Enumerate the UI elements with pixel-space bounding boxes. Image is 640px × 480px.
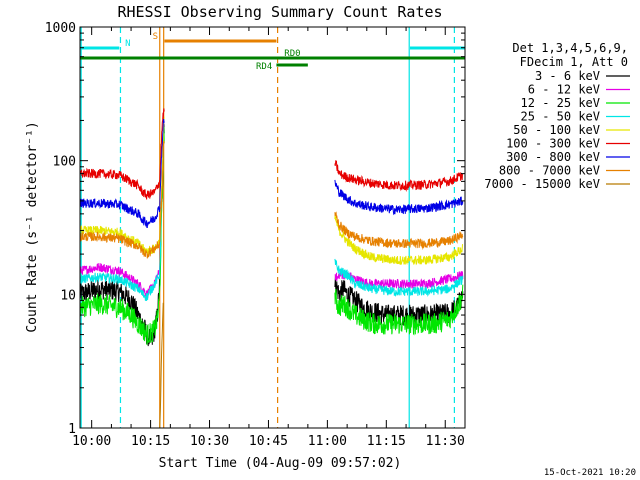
series-line-7 [79,141,464,259]
legend-entry-label: 12 - 25 keV [521,96,600,110]
state-label-n: N [125,39,130,49]
legend-entry-label: 25 - 50 keV [521,110,600,124]
legend-entry-label: 3 - 6 keV [535,69,600,83]
series-line-8 [159,302,164,429]
legend-entry-label: 100 - 300 keV [506,137,600,151]
x-tick-label: 11:15 [367,434,406,449]
plot-frame [79,26,466,429]
footer-date: 15-Oct-2021 10:20 [544,468,636,478]
chart-title: RHESSI Observing Summary Count Rates [117,3,442,21]
x-tick-label: 11:30 [426,434,465,449]
state-label-rd0: RD0 [284,49,300,59]
legend-entry-label: 50 - 100 keV [513,123,600,137]
y-axis-label: Count Rate (s⁻¹ detector⁻¹) [25,121,40,332]
y-tick-label: 10 [60,288,76,303]
series-line-5 [79,108,464,200]
x-tick-label: 10:30 [190,434,229,449]
x-tick-label: 10:00 [72,434,111,449]
y-tick-label: 100 [53,155,76,170]
x-tick-label: 11:00 [308,434,347,449]
legend-entry-label: 300 - 800 keV [506,150,600,164]
x-tick-label: 10:15 [131,434,170,449]
series-line-2 [79,126,464,345]
y-tick-label: 1 [68,422,76,437]
x-axis-label: Start Time (04-Aug-09 09:57:02) [159,456,402,471]
legend-entry-label: 800 - 7000 keV [499,164,600,178]
series-line-3 [79,118,464,302]
legend-entry-label: 6 - 12 keV [528,83,600,97]
legend-header-line-1: Det 1,3,4,5,6,9, [512,41,628,55]
state-label-rd4: RD4 [256,62,272,72]
series-line-6 [79,119,464,228]
x-tick-label: 10:45 [249,434,288,449]
state-label-s: S [153,32,158,42]
legend-header-line-2: FDecim 1, Att 0 [520,55,628,69]
y-tick-label: 1000 [45,21,76,36]
legend-entry-label: 7000 - 15000 keV [484,177,600,191]
